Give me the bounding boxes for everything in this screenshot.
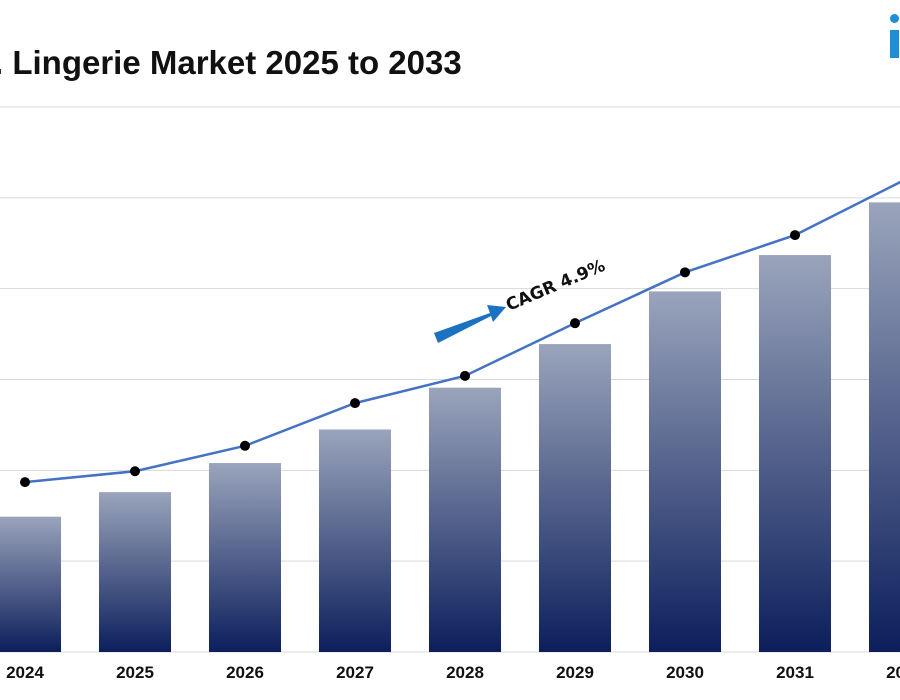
- x-tick-label: 2024: [6, 663, 44, 682]
- bar: [649, 291, 721, 652]
- cagr-arrow: [434, 305, 506, 343]
- cagr-annotation-layer: CAGR 4.9%: [434, 256, 608, 343]
- bar: [99, 492, 171, 652]
- trend-point: [240, 440, 250, 451]
- trend-point: [350, 398, 360, 409]
- x-tick-label: 2026: [226, 663, 264, 682]
- bar: [209, 463, 281, 652]
- x-tick-label: 2032: [886, 663, 900, 682]
- bar: [539, 344, 611, 652]
- x-tick-label: 2029: [556, 663, 594, 682]
- trend-line-layer: [20, 180, 900, 488]
- trend-point: [790, 230, 800, 241]
- bar: [429, 387, 501, 652]
- trend-point: [680, 267, 690, 278]
- brand-logo-dot: [890, 14, 899, 23]
- x-tick-label: 2028: [446, 663, 484, 682]
- trend-point: [130, 466, 140, 477]
- x-tick-label: 2030: [666, 663, 704, 682]
- bar: [319, 429, 391, 652]
- x-tick-label: 2031: [776, 663, 814, 682]
- x-tick-label: 2025: [116, 663, 154, 682]
- chart-title: . Lingerie Market 2025 to 2033: [0, 44, 462, 81]
- trend-point: [20, 477, 30, 488]
- bar: [759, 255, 831, 652]
- trend-point: [460, 370, 470, 381]
- brand-logo-icon: [888, 14, 900, 58]
- cagr-label: CAGR 4.9%: [503, 256, 608, 316]
- trend-point: [570, 318, 580, 329]
- bar: [869, 202, 900, 652]
- bars: [0, 202, 900, 652]
- x-tick-labels: 2024202520262027202820292030203120322033: [6, 663, 900, 682]
- trend-line: [24, 180, 900, 484]
- brand-logo-stem: [890, 30, 899, 58]
- bar: [0, 516, 61, 652]
- x-tick-label: 2027: [336, 663, 374, 682]
